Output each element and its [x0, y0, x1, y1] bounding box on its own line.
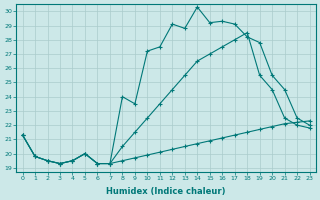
- X-axis label: Humidex (Indice chaleur): Humidex (Indice chaleur): [106, 187, 226, 196]
